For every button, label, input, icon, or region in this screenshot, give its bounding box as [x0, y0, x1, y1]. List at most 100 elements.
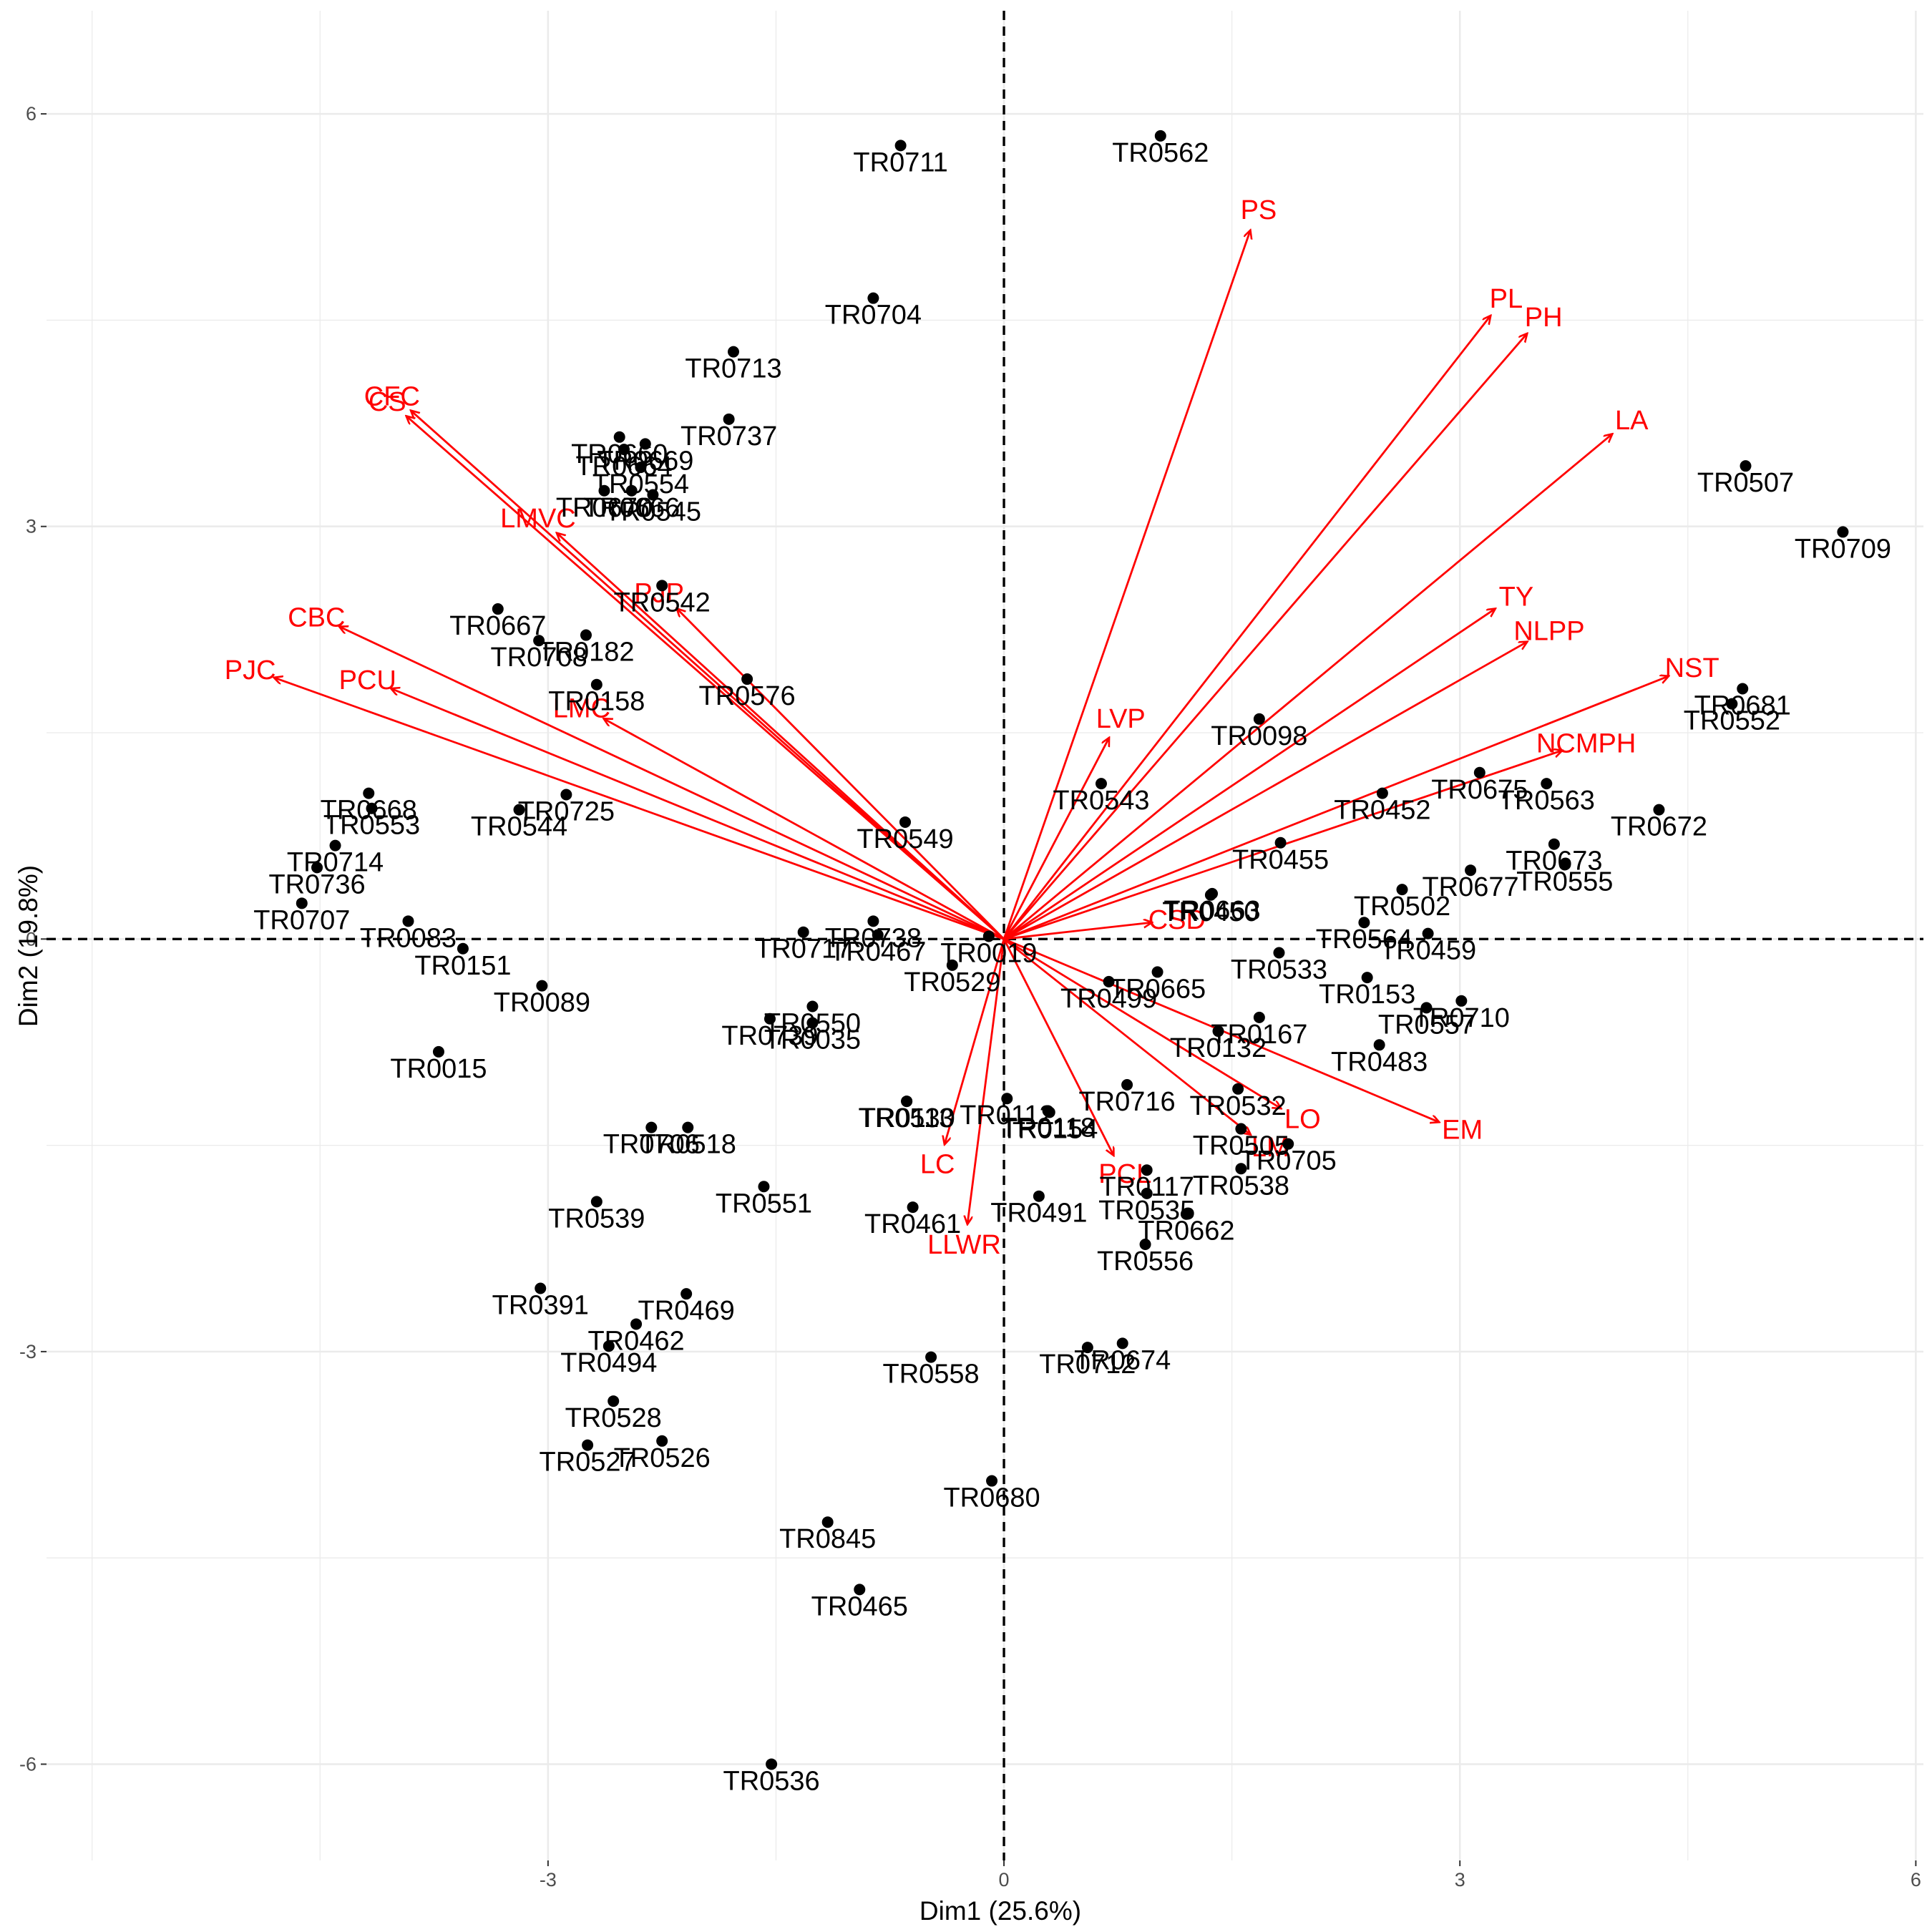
individual-label: TR0083 [360, 923, 457, 953]
individual-label: TR0518 [640, 1130, 736, 1160]
individual-label: TR0539 [548, 1204, 645, 1234]
individual-point [639, 438, 651, 450]
variable-arrow [1003, 434, 1612, 940]
individual-label: TR0462 [587, 1326, 684, 1356]
variable-arrow [1003, 676, 1668, 940]
variable-label: NLPP [1513, 616, 1584, 646]
variable-label: LVP [1096, 704, 1146, 734]
individual-label: TR0015 [390, 1054, 487, 1084]
individual-point [986, 1475, 998, 1487]
variable-arrow [604, 719, 1005, 940]
individual-point [602, 1340, 615, 1352]
x-tick-label: 3 [1455, 1869, 1465, 1890]
individual-point [630, 1318, 643, 1330]
individual-point [741, 673, 753, 686]
individual-point [1043, 1106, 1055, 1118]
variable-label: EM [1442, 1116, 1483, 1146]
individual-point [894, 140, 907, 152]
x-tick-label: 6 [1911, 1869, 1921, 1890]
individual-point [656, 580, 668, 592]
individual-label: TR0712 [1039, 1350, 1136, 1380]
variable-arrow [1002, 231, 1250, 940]
individual-point [1282, 1138, 1294, 1150]
variable-label: NST [1665, 653, 1719, 683]
variable-arrow [406, 416, 1005, 940]
variable-arrow [1003, 938, 1250, 1134]
individual-point [723, 413, 735, 425]
variable-arrow [1002, 738, 1109, 940]
variable-label: PS [1241, 195, 1277, 225]
individual-point [1548, 838, 1560, 850]
individual-point [867, 915, 879, 927]
individual-point [366, 802, 378, 814]
individual-label: TR0680 [943, 1483, 1040, 1513]
y-axis-title: Dim2 (19.8%) [14, 865, 43, 1027]
individual-label: TR0725 [518, 797, 615, 827]
individual-label: TR0555 [1516, 867, 1613, 897]
individual-point [1180, 1208, 1192, 1220]
individual-point [1726, 698, 1738, 710]
individual-label: TR0491 [990, 1199, 1087, 1229]
individual-label: TR0660 [571, 439, 668, 469]
individual-point [402, 915, 414, 927]
variable-arrow [1002, 316, 1491, 940]
individual-label: TR0562 [1112, 138, 1209, 168]
individual-label: TR0461 [864, 1209, 961, 1239]
individual-label: TR0675 [1431, 775, 1528, 805]
individual-point [647, 489, 659, 501]
individual-label: TR0527 [540, 1448, 636, 1478]
individual-label: TR0469 [638, 1296, 735, 1326]
individual-point [1206, 887, 1219, 899]
individual-label: TR0391 [492, 1290, 589, 1320]
individual-point [536, 980, 548, 992]
individual-label: TR0158 [548, 687, 645, 717]
individual-point [311, 862, 323, 874]
variable-arrow [275, 678, 1005, 940]
individual-point [1139, 1238, 1151, 1250]
axis-ticks: -3 0 3 6 -6 -3 0 3 6 [19, 103, 1921, 1890]
individual-point [680, 1288, 693, 1300]
individual-point [1001, 1093, 1013, 1105]
individual-point [598, 484, 610, 497]
y-tick-label: -6 [19, 1753, 36, 1775]
individual-label: TR0529 [904, 967, 1000, 997]
individual-label: TR0717 [755, 935, 852, 965]
y-tick-label: 0 [26, 928, 36, 950]
individual-point [1253, 713, 1265, 725]
individual-point [1558, 859, 1571, 871]
individual-label: TR0672 [1611, 812, 1707, 842]
individual-label: TR0557 [1378, 1010, 1475, 1040]
variable-arrow [411, 411, 1005, 940]
variable-arrow [1003, 938, 1281, 1108]
individual-label: TR0556 [1097, 1246, 1194, 1277]
individual-point [1212, 1025, 1224, 1038]
individual-point [625, 484, 638, 497]
variable-label: PL [1490, 284, 1523, 314]
individual-label: TR0535 [1098, 1196, 1195, 1226]
individual-point [727, 346, 739, 358]
individual-label: TR0670 [556, 493, 653, 523]
individual-point [582, 1439, 594, 1451]
individual-label: TR0532 [1190, 1091, 1287, 1121]
variable-label: LO [1284, 1104, 1321, 1134]
individual-label: TR0576 [699, 681, 796, 711]
individual-label: TR0132 [1170, 1033, 1267, 1063]
individual-point [1154, 130, 1166, 142]
individual-point [821, 1516, 834, 1528]
individual-label: TR0153 [1319, 980, 1415, 1010]
individual-point [1473, 766, 1485, 779]
individual-label: TR0035 [764, 1025, 861, 1055]
variable-label: LMC [553, 693, 610, 723]
variable-label: PCU [339, 665, 396, 696]
individual-point [1235, 1123, 1247, 1135]
individual-label: TR0674 [1074, 1345, 1171, 1375]
variable-label: LA [1615, 406, 1649, 436]
individual-point [1141, 1164, 1153, 1176]
individual-label: TR0553 [323, 811, 420, 841]
individual-label: TR0709 [1795, 534, 1891, 564]
variable-label: LM [1252, 1133, 1289, 1163]
individual-label: TR0706 [603, 1130, 700, 1160]
individual-label: TR0552 [1684, 706, 1780, 736]
individual-point [1420, 1002, 1433, 1014]
